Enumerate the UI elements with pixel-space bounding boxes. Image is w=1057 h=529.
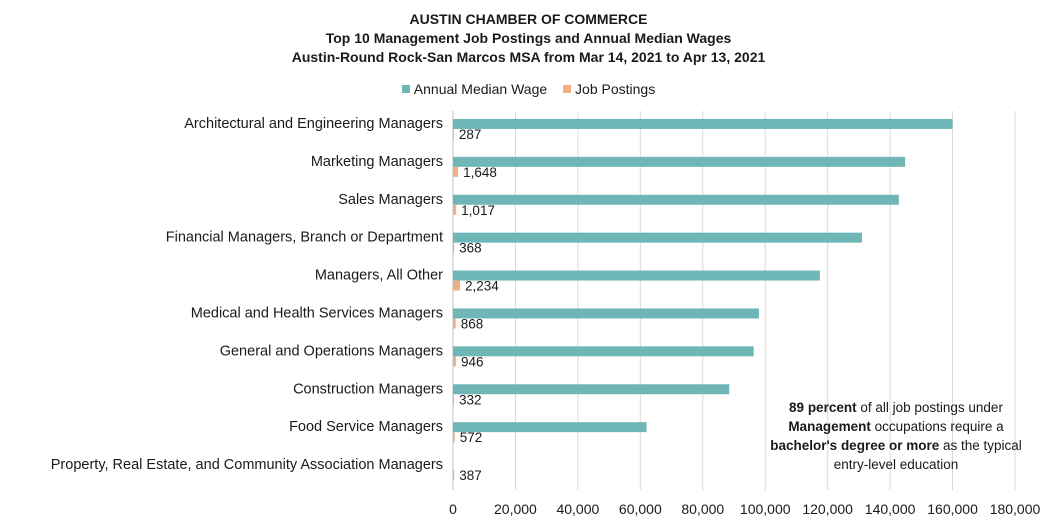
wage-bar (453, 270, 820, 281)
x-tick-label: 120,000 (802, 501, 853, 517)
x-tick-label: 180,000 (990, 501, 1041, 517)
category-label: Architectural and Engineering Managers (184, 116, 443, 132)
postings-bar (453, 432, 455, 443)
wage-bar (453, 346, 754, 357)
x-tick-label: 160,000 (927, 501, 978, 517)
postings-data-label: 287 (459, 127, 482, 142)
postings-bar (453, 166, 459, 177)
category-label: Managers, All Other (315, 268, 443, 284)
x-tick-label: 0 (449, 501, 457, 517)
x-tick-label: 100,000 (740, 501, 791, 517)
x-tick-label: 140,000 (865, 501, 916, 517)
chart-subtitle-1: Top 10 Management Job Postings and Annua… (325, 30, 732, 46)
x-tick-label: 20,000 (494, 501, 537, 517)
postings-bar (453, 394, 455, 405)
education-note: 89 percent of all job postings under Man… (748, 398, 1044, 474)
legend-swatch-wage (401, 85, 410, 93)
wage-bar (453, 232, 863, 243)
postings-data-label: 368 (459, 241, 482, 256)
legend-swatch-postings (563, 85, 572, 93)
category-label: Medical and Health Services Managers (191, 305, 443, 321)
wage-bar (453, 194, 899, 205)
postings-bar (453, 318, 456, 329)
postings-data-label: 572 (460, 430, 483, 445)
chart-subtitle-2: Austin-Round Rock-San Marcos MSA from Ma… (291, 49, 766, 65)
postings-data-label: 946 (461, 354, 484, 369)
x-tick-label: 80,000 (681, 501, 724, 517)
postings-bar (453, 356, 456, 367)
postings-data-label: 2,234 (465, 279, 499, 294)
note-text-2: occupations require a (870, 419, 1004, 434)
category-label: Construction Managers (293, 381, 443, 397)
x-tick-label: 40,000 (556, 501, 599, 517)
legend-item-postings: Job Postings (563, 81, 655, 97)
postings-bar (453, 280, 460, 291)
category-label: Property, Real Estate, and Community Ass… (51, 457, 443, 473)
note-bold-2: Management (788, 419, 871, 434)
wage-bar (453, 156, 906, 167)
category-label: Food Service Managers (289, 419, 443, 435)
category-label: Financial Managers, Branch or Department (166, 230, 443, 246)
note-bold-3: bachelor's degree or more (770, 438, 940, 453)
category-label: General and Operations Managers (220, 343, 443, 359)
note-text-3: as the typical (939, 438, 1022, 453)
wage-bar (453, 118, 953, 129)
note-bold-1: 89 percent (789, 400, 857, 415)
postings-data-label: 332 (459, 392, 482, 407)
category-label: Marketing Managers (311, 154, 443, 170)
postings-data-label: 387 (459, 468, 482, 483)
postings-data-label: 1,017 (461, 203, 495, 218)
category-label: Sales Managers (338, 192, 443, 208)
postings-data-label: 1,648 (463, 165, 497, 180)
legend-label-wage: Annual Median Wage (413, 81, 548, 97)
x-tick-label: 60,000 (619, 501, 662, 517)
wage-bar (453, 422, 647, 433)
postings-bar (453, 204, 457, 215)
postings-bar (453, 242, 455, 253)
wage-bar (453, 384, 730, 395)
chart-title: AUSTIN CHAMBER OF COMMERCE (409, 11, 648, 27)
legend-item-wage: Annual Median Wage (401, 81, 548, 97)
wage-bar (453, 308, 759, 319)
legend: Annual Median Wage Job Postings (0, 80, 1057, 97)
postings-data-label: 868 (461, 316, 484, 331)
chart-titles: AUSTIN CHAMBER OF COMMERCE Top 10 Manage… (0, 10, 1057, 67)
note-text-1: of all job postings under (856, 400, 1003, 415)
postings-bar (453, 128, 454, 139)
legend-label-postings: Job Postings (575, 81, 656, 97)
postings-bar (453, 470, 455, 481)
note-text-4: entry-level education (833, 457, 959, 472)
